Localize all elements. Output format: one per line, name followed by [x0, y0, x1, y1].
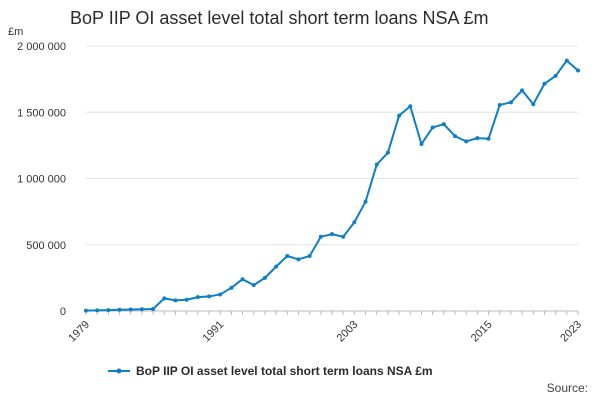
y-tick-label: 1 000 000	[17, 174, 66, 186]
data-point[interactable]	[553, 73, 558, 78]
series-layer	[84, 58, 580, 313]
data-point[interactable]	[475, 136, 480, 141]
data-point[interactable]	[363, 199, 368, 204]
data-point[interactable]	[419, 142, 424, 147]
data-point[interactable]	[486, 136, 491, 141]
data-point[interactable]	[408, 104, 413, 109]
data-point[interactable]	[117, 307, 122, 312]
data-point[interactable]	[508, 100, 513, 105]
data-point[interactable]	[240, 277, 245, 282]
data-point[interactable]	[307, 254, 312, 259]
data-point[interactable]	[374, 162, 379, 167]
legend-label: BoP IIP OI asset level total short term …	[136, 364, 433, 378]
data-point[interactable]	[497, 102, 502, 107]
data-point[interactable]	[397, 113, 402, 118]
data-point[interactable]	[173, 298, 178, 303]
data-point[interactable]	[385, 150, 390, 155]
data-point[interactable]	[162, 296, 167, 301]
y-tick-label: 500 000	[26, 240, 66, 252]
data-point[interactable]	[128, 307, 133, 312]
y-tick-label: 2 000 000	[17, 41, 66, 53]
data-point[interactable]	[520, 88, 525, 93]
y-axis-unit-label: £m	[8, 26, 23, 38]
data-point[interactable]	[184, 297, 189, 302]
data-point[interactable]	[218, 292, 223, 297]
x-tick-label: 2023	[558, 319, 584, 345]
data-point[interactable]	[464, 139, 469, 144]
legend[interactable]: BoP IIP OI asset level total short term …	[108, 364, 433, 378]
data-point[interactable]	[251, 283, 256, 288]
data-point[interactable]	[95, 308, 100, 313]
data-point[interactable]	[195, 295, 200, 300]
data-point[interactable]	[564, 58, 569, 63]
data-point[interactable]	[441, 122, 446, 127]
data-point[interactable]	[151, 307, 156, 312]
data-point[interactable]	[531, 102, 536, 107]
data-point[interactable]	[576, 68, 580, 73]
gridlines	[86, 45, 578, 246]
data-point[interactable]	[352, 220, 357, 225]
x-tick-label: 1979	[66, 319, 92, 345]
data-point[interactable]	[453, 134, 457, 139]
data-point[interactable]	[139, 307, 144, 312]
chart-title: BoP IIP OI asset level total short term …	[70, 8, 489, 28]
data-point[interactable]	[296, 257, 301, 262]
legend-swatch-icon	[108, 368, 130, 374]
data-point[interactable]	[542, 81, 547, 86]
source-label: Source:	[546, 381, 588, 395]
data-point[interactable]	[262, 275, 267, 280]
data-point[interactable]	[341, 234, 346, 239]
data-point[interactable]	[430, 125, 435, 130]
data-point[interactable]	[106, 308, 111, 313]
data-point[interactable]	[285, 254, 290, 259]
data-point[interactable]	[229, 285, 234, 290]
series-line	[85, 59, 579, 312]
tick-labels: 0 500 000 1 000 000 1 500 000 2 000 000 £m 197…	[8, 26, 584, 344]
data-point[interactable]	[84, 308, 88, 313]
y-tick-label: 1 500 000	[17, 107, 66, 119]
data-point[interactable]	[207, 294, 211, 299]
axes	[85, 310, 579, 315]
data-point[interactable]	[318, 234, 323, 239]
data-point[interactable]	[274, 264, 279, 269]
x-tick-label: 1991	[201, 319, 227, 345]
y-tick-label: 0	[60, 306, 66, 318]
x-tick-label: 2003	[335, 319, 361, 345]
data-point[interactable]	[330, 232, 334, 237]
x-tick-label: 2015	[469, 319, 495, 345]
